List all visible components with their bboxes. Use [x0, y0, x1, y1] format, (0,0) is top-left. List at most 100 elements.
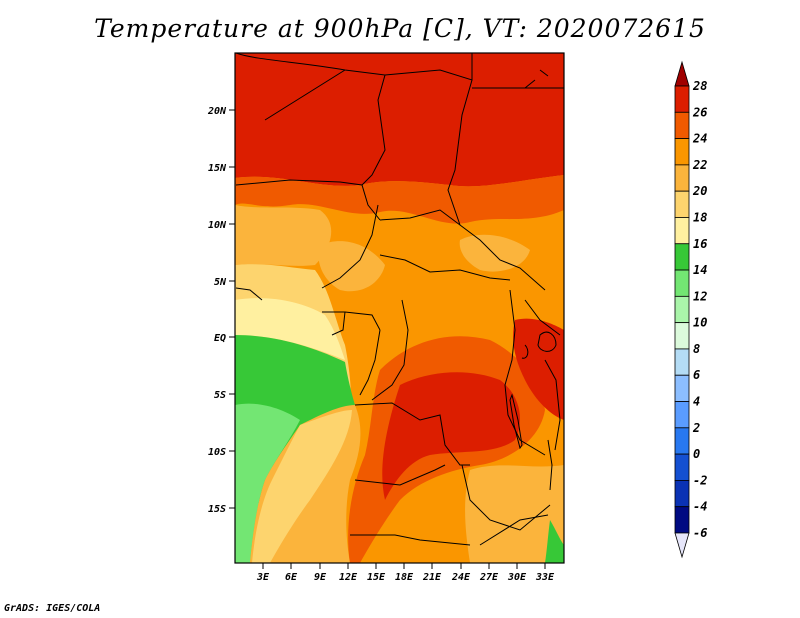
colorbar-box — [674, 243, 690, 271]
border-chad-sudan — [447, 79, 473, 226]
lat-label-20n: 20N — [207, 106, 227, 117]
border-angola-zambia — [354, 464, 446, 486]
colorbar-max-arrow — [674, 60, 690, 87]
colorbar-label: 14 — [693, 263, 707, 277]
colorbar-box — [674, 480, 690, 508]
temperature-field — [235, 53, 564, 563]
lon-label-3e: 3E — [256, 572, 270, 583]
border-libya-chad — [384, 53, 473, 81]
colorbar-box — [674, 164, 690, 192]
lon-label-27e: 27E — [479, 572, 499, 583]
colorbar-box — [674, 295, 690, 324]
colorbar-box — [674, 453, 690, 481]
longitude-axis: 3E 6E 9E 12E 15E 18E 21E 24E 27E 30E 33E — [256, 563, 555, 583]
border-tanzania — [544, 359, 561, 451]
border-angola-namibia — [350, 534, 471, 546]
border-uganda — [524, 299, 561, 336]
lon-label-33e: 33E — [535, 572, 555, 583]
colorbar-box — [674, 348, 690, 376]
border-coast-west — [235, 287, 263, 301]
lake-albert — [521, 344, 529, 359]
colorbar-label: -6 — [693, 526, 707, 540]
border-mali-niger — [264, 69, 346, 121]
lat-label-15s: 15S — [208, 504, 226, 515]
border-congo-drc — [371, 299, 409, 401]
field-warm-band — [235, 175, 564, 224]
lon-label-9e: 9E — [314, 572, 327, 583]
field-central-hot — [382, 372, 520, 500]
border-algeria-niger — [235, 53, 386, 186]
field-central-patch — [318, 241, 385, 292]
colorbar-box — [674, 190, 690, 218]
border-chad-car — [379, 209, 546, 291]
lon-label-24e: 24E — [451, 572, 471, 583]
lake-malawi — [547, 439, 553, 491]
lon-label-18e: 18E — [395, 572, 414, 583]
border-gabon-congo — [359, 329, 381, 396]
border-drc-east — [504, 289, 546, 456]
border-cameroon-gabon — [322, 311, 381, 331]
colorbar-box — [674, 427, 690, 455]
lat-label-5s: 5S — [214, 390, 226, 401]
lake-tanganyika — [509, 393, 523, 450]
lat-label-10s: 10S — [208, 447, 226, 458]
colorbar-label: 26 — [692, 105, 707, 119]
colorbar-box — [674, 269, 690, 297]
colorbar-label: -4 — [693, 500, 707, 514]
colorbar-label: 8 — [693, 342, 700, 356]
field-north-hot — [235, 53, 564, 187]
field-northeast-patch — [459, 234, 530, 272]
field-east-hot — [513, 318, 564, 420]
colorbar-box — [674, 138, 690, 166]
colorbar-label: 22 — [692, 158, 707, 172]
chart-title: Temperature at 900hPa [C], VT: 202007261… — [94, 14, 706, 43]
border-zimbabwe — [479, 514, 549, 546]
lon-label-15e: 15E — [367, 572, 386, 583]
border-redsea — [524, 69, 549, 89]
colorbar-label: 16 — [693, 237, 707, 251]
field-southeast-green — [545, 520, 564, 563]
border-eqguinea — [331, 311, 346, 336]
colorbar-label: 4 — [693, 395, 700, 409]
border-niger-nigeria — [235, 179, 381, 221]
lat-label-15n: 15N — [208, 163, 227, 174]
lon-label-21e: 21E — [422, 572, 442, 583]
colorbar-label: 0 — [693, 447, 700, 461]
colorbar-box — [674, 322, 690, 350]
colorbar-box — [674, 374, 690, 402]
field-west-lightorange — [235, 205, 332, 266]
country-borders — [235, 53, 564, 546]
colorbar-label: 10 — [693, 316, 707, 330]
lat-label-eq: EQ — [214, 333, 226, 344]
field-ocean-lightgreen — [235, 403, 300, 563]
colorbar-box — [674, 506, 690, 534]
lat-label-10n: 10N — [208, 220, 227, 231]
field-ocean-green — [235, 335, 355, 563]
colorbar-box — [674, 85, 690, 113]
colorbar-min-arrow — [674, 532, 690, 559]
colorbar-box — [674, 217, 690, 245]
lon-label-30e: 30E — [507, 572, 527, 583]
grads-credit: GrADS: IGES/COLA — [4, 603, 101, 614]
field-pale-equator — [235, 298, 345, 360]
field-southwest-yellow — [252, 410, 352, 563]
colorbar-label: 18 — [693, 210, 707, 224]
border-zambia — [461, 464, 551, 531]
latitude-axis: 20N 15N 10N 5N EQ 5S 10S 15S — [207, 106, 235, 515]
border-drc-angola — [354, 402, 470, 466]
colorbar-label: 2 — [692, 421, 700, 435]
border-car-drc — [379, 254, 511, 281]
lat-label-5n: 5N — [214, 277, 227, 288]
colorbar-box — [674, 401, 690, 429]
lake-victoria — [537, 331, 557, 352]
colorbar-label: 20 — [692, 184, 707, 198]
colorbar-label: 28 — [692, 79, 707, 93]
colorbar-label: 6 — [693, 368, 700, 382]
colorbar-label: 24 — [692, 132, 707, 146]
colorbar-box — [674, 111, 690, 139]
colorbar-label: 12 — [693, 289, 707, 303]
lon-label-12e: 12E — [339, 572, 358, 583]
lon-label-6e: 6E — [285, 572, 298, 583]
